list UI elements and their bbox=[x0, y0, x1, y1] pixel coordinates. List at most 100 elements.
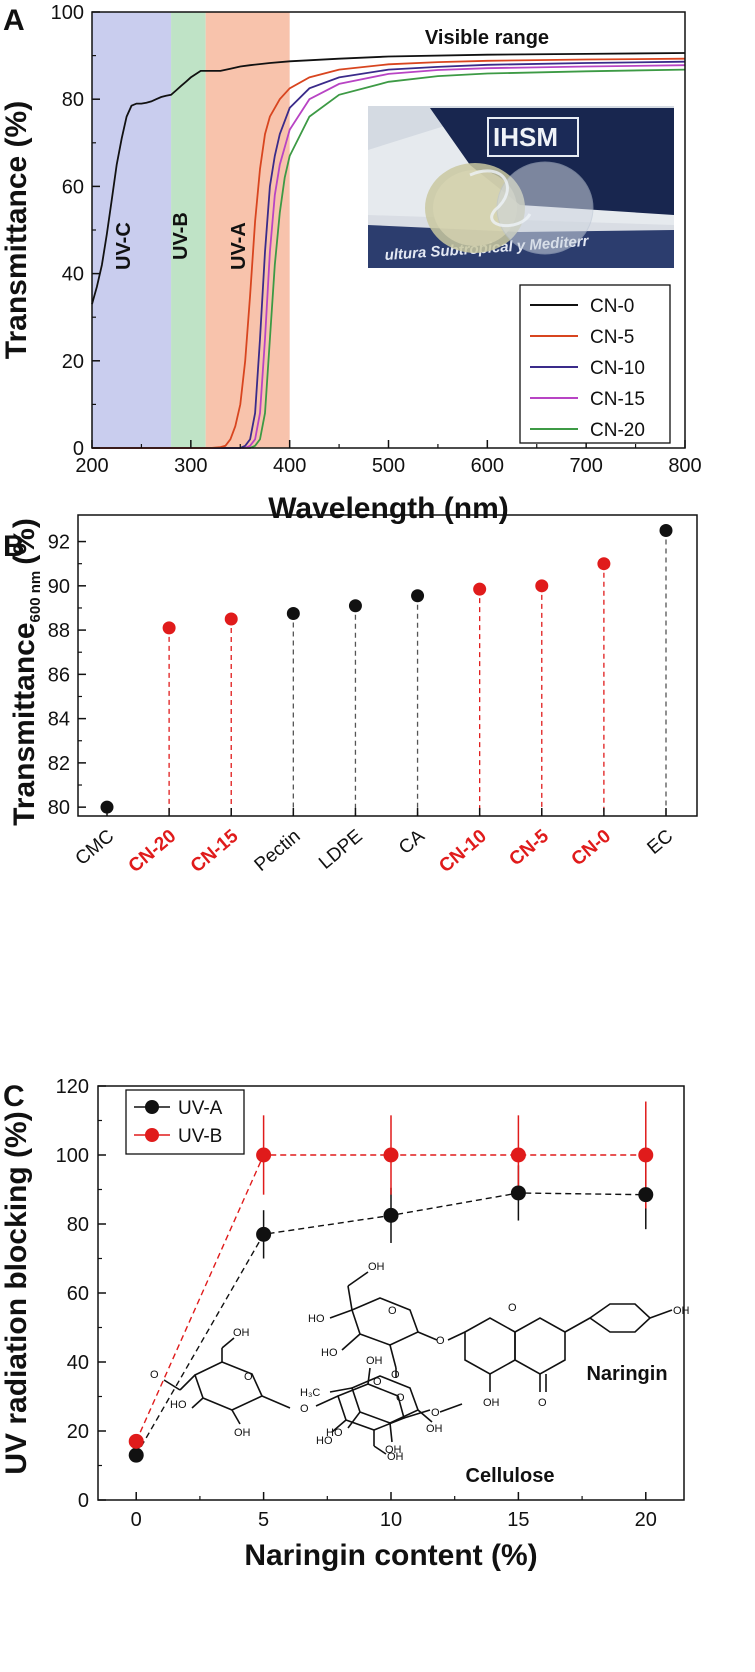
svg-text:O: O bbox=[388, 1305, 397, 1317]
point-ldpe bbox=[348, 599, 362, 613]
svg-text:H₃C: H₃C bbox=[300, 1387, 320, 1399]
svg-text:OH: OH bbox=[426, 1423, 443, 1435]
legend-label-cn-20: CN-20 bbox=[590, 420, 645, 441]
x-tick-label: 500 bbox=[372, 455, 405, 477]
legend-label-cn-0: CN-0 bbox=[590, 296, 634, 317]
svg-text:O: O bbox=[244, 1371, 253, 1383]
legend-label-cn-5: CN-5 bbox=[590, 327, 634, 348]
svg-text:O: O bbox=[150, 1369, 159, 1381]
band-label-uv-a: UV-A bbox=[228, 222, 250, 270]
legend-box bbox=[125, 1089, 245, 1155]
point-cmc bbox=[100, 800, 114, 814]
legend-box bbox=[519, 284, 671, 444]
y-tick-label: 60 bbox=[67, 1283, 89, 1305]
series-line-cn-5 bbox=[92, 57, 686, 449]
structure-label-cellulose: Cellulose bbox=[466, 1465, 555, 1487]
point-uv-a bbox=[638, 1187, 654, 1203]
film-photo-inset: IHSM ultura Subtropical y Mediterr bbox=[368, 106, 674, 268]
series-line-cn-15 bbox=[92, 64, 686, 449]
panel-b-letter: B bbox=[3, 530, 25, 563]
band-label-uv-c: UV-C bbox=[113, 222, 135, 270]
legend-marker-uv-b bbox=[145, 1128, 159, 1142]
y-tick-label: 80 bbox=[67, 1214, 89, 1236]
category-label-ca: CA bbox=[395, 826, 429, 859]
category-label-cmc: CMC bbox=[72, 826, 119, 870]
band-uv-b bbox=[171, 12, 206, 448]
x-axis-title-a: Wavelength (nm) bbox=[268, 492, 509, 525]
category-label-cn-0: CN-0 bbox=[568, 826, 615, 871]
y-tick-label: 80 bbox=[48, 797, 70, 819]
category-label-cn-5: CN-5 bbox=[506, 825, 554, 870]
y-axis-title-c: UV radiation blocking (%) bbox=[0, 1111, 33, 1474]
y-tick-label: 100 bbox=[51, 2, 84, 24]
y-tick-label: 40 bbox=[62, 264, 84, 286]
band-label-uv-b: UV-B bbox=[170, 212, 192, 260]
y-tick-label: 88 bbox=[48, 620, 70, 642]
svg-text:HO: HO bbox=[326, 1427, 343, 1439]
svg-text:HO: HO bbox=[308, 1313, 325, 1325]
point-cn-10 bbox=[473, 582, 487, 596]
legend-label-cn-15: CN-15 bbox=[590, 389, 645, 410]
point-uv-a bbox=[383, 1207, 399, 1223]
point-uv-b bbox=[510, 1147, 526, 1163]
svg-text:O: O bbox=[508, 1302, 517, 1314]
series-line-cn-10 bbox=[92, 60, 686, 449]
panel-a-letter: A bbox=[3, 4, 25, 37]
series-line-cn-20 bbox=[92, 68, 686, 449]
svg-text:O: O bbox=[538, 1397, 547, 1409]
x-tick-label: 400 bbox=[273, 455, 306, 477]
svg-text:OH: OH bbox=[385, 1444, 402, 1456]
y-tick-label: 0 bbox=[73, 438, 84, 460]
x-tick-label: 0 bbox=[131, 1509, 142, 1531]
category-label-cn-15: CN-15 bbox=[187, 825, 243, 877]
point-uv-a bbox=[256, 1226, 272, 1242]
point-uv-b bbox=[383, 1147, 399, 1163]
category-label-cn-20: CN-20 bbox=[125, 826, 181, 877]
legend-label-uv-a: UV-A bbox=[178, 1098, 223, 1119]
x-tick-label: 800 bbox=[668, 455, 701, 477]
x-tick-label: 10 bbox=[380, 1509, 402, 1531]
point-uv-a bbox=[128, 1447, 144, 1463]
svg-text:O: O bbox=[300, 1403, 309, 1415]
x-tick-label: 300 bbox=[174, 455, 207, 477]
band-uv-a bbox=[205, 12, 290, 448]
svg-text:O: O bbox=[431, 1407, 440, 1419]
svg-text:HO: HO bbox=[321, 1347, 338, 1359]
y-tick-label: 86 bbox=[48, 664, 70, 686]
x-axis-title-c: Naringin content (%) bbox=[244, 1539, 537, 1572]
svg-text:OH: OH bbox=[483, 1397, 500, 1409]
series-line-cn-0 bbox=[91, 52, 686, 305]
point-uv-b bbox=[638, 1147, 654, 1163]
category-label-pectin: Pectin bbox=[251, 826, 305, 876]
point-ca bbox=[411, 589, 425, 603]
svg-text:IHSM: IHSM bbox=[493, 122, 558, 152]
svg-text:OH: OH bbox=[387, 1451, 404, 1463]
y-tick-label: 92 bbox=[48, 532, 70, 554]
x-tick-label: 5 bbox=[258, 1509, 269, 1531]
naringin-atoms: OH HO HO O O O O H₃C HO OH OH O OH O OH bbox=[300, 1261, 690, 1456]
x-tick-label: 700 bbox=[569, 455, 602, 477]
point-pectin bbox=[286, 606, 300, 620]
svg-text:OH: OH bbox=[233, 1327, 250, 1339]
cellulose-structure bbox=[163, 1337, 463, 1455]
band-uv-c bbox=[92, 12, 172, 448]
y-tick-label: 90 bbox=[48, 576, 70, 598]
point-ec bbox=[659, 523, 673, 537]
y-tick-label: 40 bbox=[67, 1352, 89, 1374]
plot-frame-b bbox=[77, 514, 698, 817]
point-cn-20 bbox=[162, 621, 176, 635]
visible-range-annotation: Visible range bbox=[425, 27, 549, 49]
point-uv-a bbox=[510, 1185, 526, 1201]
svg-text:O: O bbox=[391, 1369, 400, 1381]
y-tick-label: 20 bbox=[62, 351, 84, 373]
y-tick-label: 100 bbox=[56, 1145, 89, 1167]
y-tick-label: 60 bbox=[62, 176, 84, 198]
legend-label-cn-10: CN-10 bbox=[590, 358, 645, 379]
y-axis-title-a: Transmittance (%) bbox=[0, 101, 33, 359]
legend-a: CN-0 CN-5 CN-10 CN-15 CN-20 bbox=[519, 284, 671, 444]
legend-marker-uv-a bbox=[145, 1100, 159, 1114]
panel-c-letter: C bbox=[3, 1080, 25, 1113]
x-tick-label: 600 bbox=[471, 455, 504, 477]
legend-c: UV-A UV-B bbox=[125, 1089, 245, 1155]
